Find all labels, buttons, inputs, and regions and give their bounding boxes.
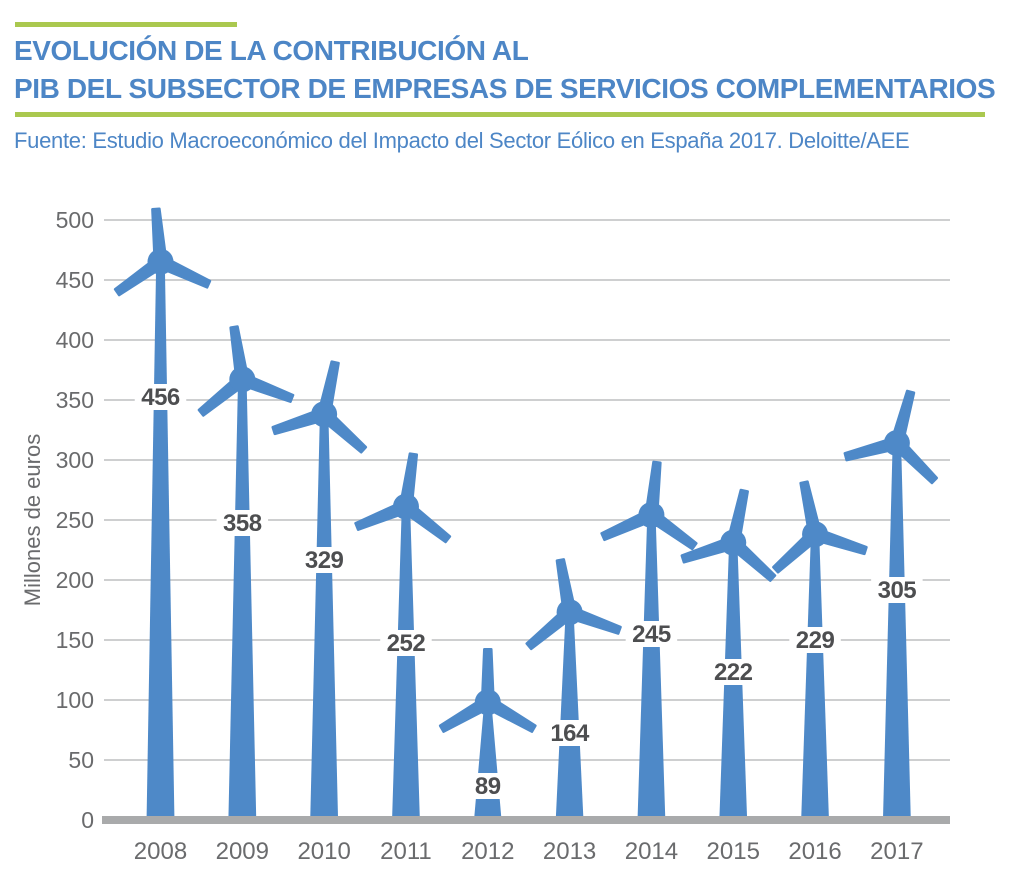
turbine-mast (801, 545, 830, 823)
chart-title-line-2: PIB DEL SUBSECTOR DE EMPRESAS DE SERVICI… (14, 73, 996, 104)
turbine-hub (229, 366, 256, 393)
value-label-2012: 89 (475, 773, 501, 800)
turbine-mast (637, 526, 666, 823)
value-label-bg-2013 (543, 720, 596, 746)
turbine-bar-2008 (113, 207, 212, 823)
value-label-bg-2008 (134, 384, 187, 410)
turbine-bar-2017 (843, 389, 939, 823)
value-label-bg-2015 (707, 659, 759, 685)
y-tick-label-500: 500 (56, 207, 94, 233)
turbine-mast (310, 425, 339, 823)
x-tick-label-2008: 2008 (134, 838, 187, 865)
turbine-bar-2015 (680, 488, 777, 823)
value-label-2009: 358 (223, 510, 262, 537)
turbine-bar-2013 (525, 558, 622, 823)
value-label-bg-2017 (871, 577, 923, 603)
turbine-bar-2014 (600, 460, 698, 823)
turbine-hub (802, 521, 829, 548)
y-tick-label-300: 300 (56, 447, 94, 473)
value-label-2014: 245 (632, 621, 671, 648)
y-tick-label-200: 200 (56, 567, 94, 593)
value-label-2008: 456 (141, 384, 180, 411)
y-axis-title: Millones de euros (20, 434, 45, 606)
title-underline-rule (15, 112, 985, 117)
chart-title: EVOLUCIÓN DE LA CONTRIBUCIÓN AL PIB DEL … (14, 32, 996, 108)
y-tick-label-400: 400 (56, 327, 94, 353)
turbine-mast (146, 272, 175, 823)
turbine-hub (720, 529, 747, 556)
turbine-mast (391, 517, 420, 823)
x-tick-label-2011: 2011 (380, 838, 432, 865)
y-tick-label-100: 100 (56, 687, 94, 713)
y-tick-label-350: 350 (56, 387, 94, 413)
x-tick-label-2010: 2010 (297, 838, 350, 865)
value-label-bg-2009 (216, 510, 269, 536)
turbine-bar-2010 (271, 360, 368, 823)
turbine-hub (474, 689, 501, 716)
y-tick-label-0: 0 (81, 807, 94, 833)
y-tick-label-50: 50 (68, 747, 94, 773)
turbine-mast (719, 553, 748, 823)
turbine-mast (882, 454, 911, 823)
x-tick-label-2012: 2012 (461, 838, 514, 865)
value-label-bg-2010 (298, 547, 350, 573)
value-label-2015: 222 (714, 659, 753, 686)
x-tick-label-2009: 2009 (216, 838, 269, 865)
value-label-2013: 164 (550, 720, 590, 747)
value-label-2017: 305 (878, 577, 917, 604)
turbine-bar-2016 (772, 480, 868, 823)
turbine-bar-2011 (354, 452, 452, 823)
value-label-bg-2012 (469, 773, 507, 799)
turbine-bar-2009 (197, 325, 295, 823)
top-accent-rule (15, 22, 237, 27)
value-label-2011: 252 (387, 630, 426, 657)
value-label-bg-2011 (380, 630, 432, 656)
value-label-bg-2014 (625, 621, 678, 647)
turbine-hub (883, 430, 910, 456)
y-tick-label-450: 450 (56, 267, 94, 293)
x-tick-label-2015: 2015 (707, 838, 760, 865)
x-tick-label-2014: 2014 (625, 838, 678, 865)
turbine-hub (311, 401, 338, 428)
value-label-2016: 229 (796, 627, 835, 654)
turbine-hub (638, 502, 665, 528)
chart-title-line-1: EVOLUCIÓN DE LA CONTRIBUCIÓN AL (14, 35, 529, 66)
turbine-mast (228, 390, 257, 823)
value-label-bg-2016 (789, 627, 841, 653)
turbine-blade-0 (481, 647, 495, 698)
source-caption: Fuente: Estudio Macroeconómico del Impac… (14, 128, 910, 153)
x-tick-label-2013: 2013 (543, 838, 596, 865)
turbine-mast (473, 713, 502, 823)
turbine-hub (392, 493, 419, 520)
x-tick-label-2016: 2016 (788, 838, 841, 865)
x-tick-label-2017: 2017 (870, 838, 923, 865)
turbine-hub (147, 248, 174, 275)
y-tick-label-250: 250 (56, 507, 94, 533)
x-axis-baseline (102, 816, 950, 824)
value-label-2010: 329 (305, 547, 344, 574)
turbine-hub (556, 599, 583, 626)
y-tick-label-150: 150 (56, 627, 94, 653)
